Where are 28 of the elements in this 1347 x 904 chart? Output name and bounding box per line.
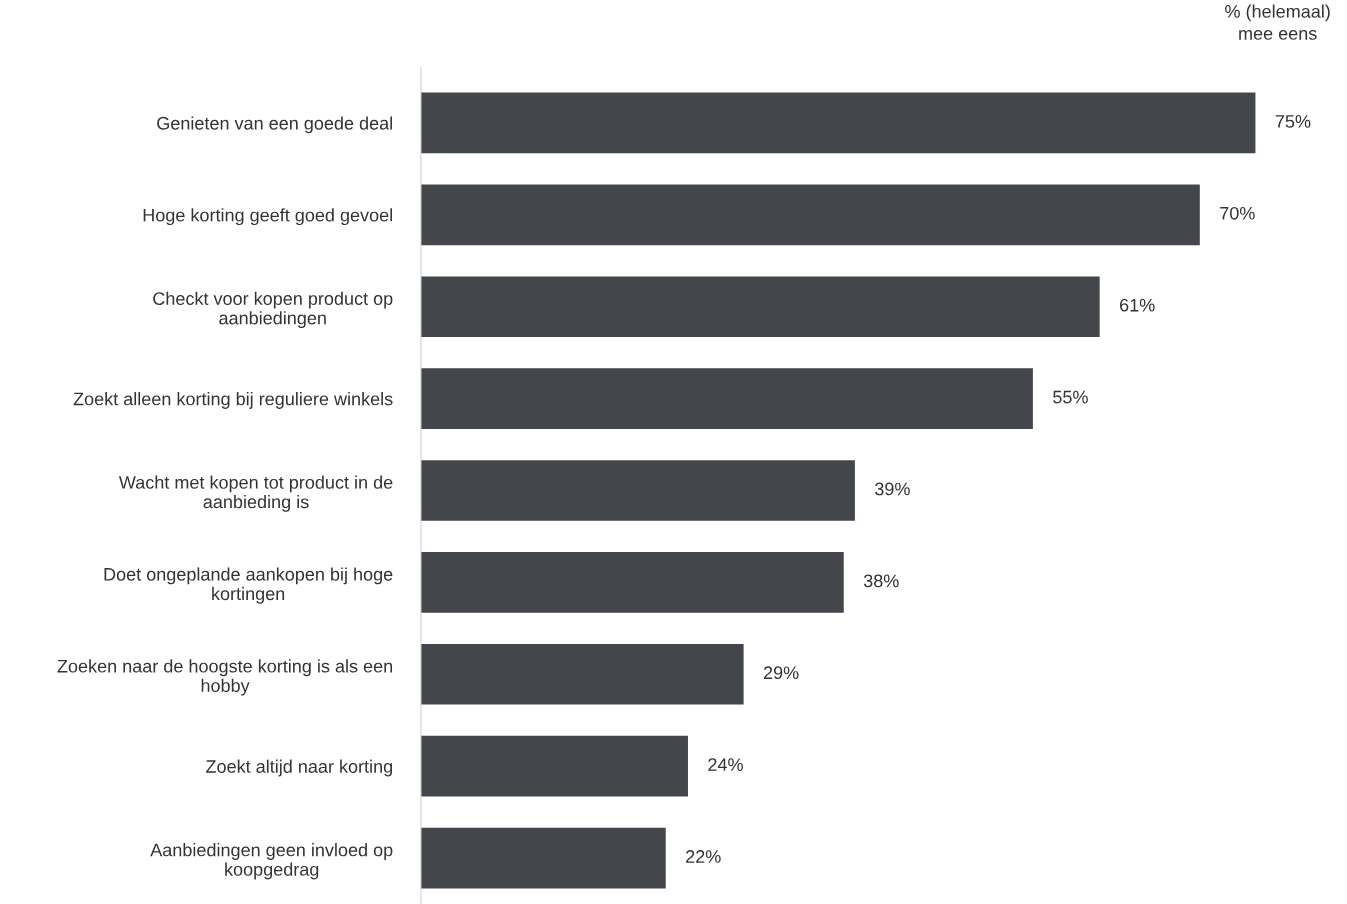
data-label: 61% [1120,298,1155,312]
data-label: 24% [708,758,743,771]
data-label: 75% [1275,115,1311,128]
data-label: 39% [875,482,910,496]
bar [420,552,844,613]
bar [420,827,666,889]
bar [420,460,855,521]
bar [420,92,1256,154]
data-label: 70% [1220,206,1255,220]
y-tick-label: Wacht met kopen tot product in de aanbieding is [118,475,393,512]
y-tick-label: Hoge korting geeft goed gevoel [143,208,392,226]
bar [420,643,744,705]
data-label: 38% [863,574,899,588]
y-tick-label: Checkt voor kopen product op aanbiedingen [153,291,393,329]
bar [420,735,688,797]
text: % (helemaal) mee eens [1225,4,1330,40]
bar [420,184,1200,246]
y-tick-label: Zoekt alleen korting bij reguliere winkels [73,392,393,409]
y-tick-label: Aanbiedingen geen invloed op koopgedrag [150,843,393,880]
data-label: 55% [1053,390,1088,404]
data-label: 22% [686,850,721,863]
y-tick-label: Zoekt altijd naar korting [206,759,393,777]
bar [420,368,1033,429]
y-tick-label: Genieten van een goede deal [157,116,392,134]
y-tick-label: Zoeken naar de hoogste korting is als een hobby [57,659,393,696]
data-label: 29% [763,666,799,680]
y-tick-label: Doet ongeplande aankopen bij hoge kortingen [104,567,393,604]
bar [420,276,1100,338]
